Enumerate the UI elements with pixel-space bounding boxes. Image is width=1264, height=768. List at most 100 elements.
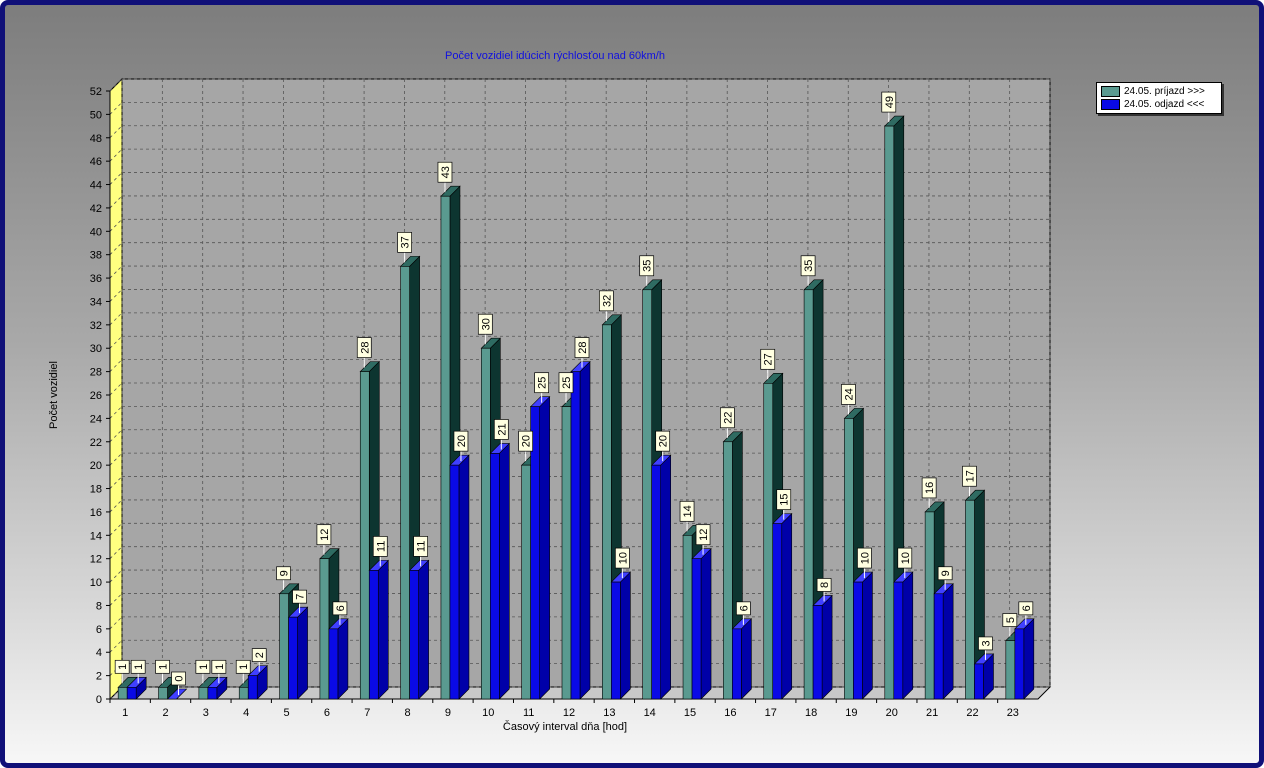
data-label-value: 9 <box>279 570 291 576</box>
data-label-value: 5 <box>1005 617 1017 623</box>
bar-side <box>418 559 429 700</box>
bar-departure <box>126 687 137 700</box>
x-tick-label: 1 <box>122 707 128 719</box>
data-label-value: 30 <box>480 318 492 330</box>
bar-departure <box>288 616 298 700</box>
bar-arrival <box>481 347 491 700</box>
bar-departure <box>651 464 661 700</box>
grid-depth-line <box>109 593 123 606</box>
data-label-value: 24 <box>843 388 855 400</box>
data-label-value: 10 <box>617 552 629 564</box>
data-label-value: 11 <box>375 541 387 552</box>
data-label-box <box>679 500 695 522</box>
chart-svg: 0246810121416182022242628303234363840424… <box>90 77 1052 719</box>
data-label-box <box>251 648 267 662</box>
bar-arrival <box>561 406 572 700</box>
legend-label-departure: 24.05. odjazd <<< <box>1124 99 1205 111</box>
y-tick-label: 18 <box>90 484 102 496</box>
y-tick-label: 48 <box>90 133 102 145</box>
data-label-box <box>897 547 913 569</box>
grid-depth-line <box>109 219 123 232</box>
grid-depth-line <box>109 616 123 630</box>
x-tick-label: 14 <box>644 707 656 719</box>
bar-arrival <box>1005 640 1016 700</box>
y-tick-label: 6 <box>96 624 102 636</box>
data-label-box <box>276 566 291 581</box>
y-tick-label: 36 <box>90 273 102 285</box>
data-label-box <box>978 636 993 651</box>
y-tick-label: 22 <box>90 437 102 449</box>
bar-departure <box>530 406 540 700</box>
y-tick-label: 2 <box>96 671 102 683</box>
grid-depth-line <box>109 265 123 279</box>
bar-side <box>781 512 793 700</box>
legend-item-arrival: 24.05. príjazd >>> <box>1101 86 1205 98</box>
data-label-value: 1 <box>214 664 226 670</box>
data-label-value: 28 <box>577 341 589 353</box>
legend-item-departure: 24.05. odjazd <<< <box>1101 99 1204 111</box>
grid-depth-line <box>109 569 123 583</box>
x-tick-label: 7 <box>364 707 370 719</box>
bar-departure <box>207 687 218 700</box>
x-tick-label: 17 <box>765 707 777 719</box>
bar-side <box>741 618 752 700</box>
data-label-value: 20 <box>658 435 670 447</box>
data-label-box <box>937 566 953 581</box>
bar-side <box>902 571 914 700</box>
legend: 24.05. príjazd >>> 24.05. odjazd <<< <box>1096 82 1222 114</box>
y-tick-label: 20 <box>90 460 102 472</box>
data-label-value: 35 <box>642 260 654 272</box>
data-label-box <box>235 659 251 674</box>
data-label-box <box>881 91 897 113</box>
bar-side <box>539 395 550 700</box>
data-label-value: 20 <box>456 435 468 447</box>
bar-side <box>942 583 954 700</box>
bar-departure <box>570 371 581 700</box>
y-tick-label: 12 <box>90 554 102 566</box>
data-label-value: 10 <box>900 552 912 564</box>
data-label-box <box>816 578 832 592</box>
data-label-value: 25 <box>537 377 549 389</box>
x-tick-label: 16 <box>724 707 736 719</box>
bar-arrival <box>803 289 814 700</box>
bar-departure <box>772 523 783 700</box>
data-label-box <box>720 407 735 429</box>
data-label-value: 15 <box>779 493 791 505</box>
y-tick-label: 14 <box>90 530 102 542</box>
bar-departure <box>247 675 258 700</box>
bar-arrival <box>602 324 612 700</box>
data-label-value: 9 <box>940 570 952 576</box>
data-label-box <box>316 524 332 546</box>
y-tick-label: 32 <box>90 320 102 332</box>
x-tick-label: 5 <box>284 707 290 719</box>
data-label-box <box>1002 613 1018 627</box>
y-tick-label: 30 <box>90 343 102 355</box>
bar-arrival <box>440 195 451 700</box>
x-tick-label: 21 <box>926 707 938 719</box>
grid-depth-line <box>109 406 123 419</box>
bar-departure <box>974 663 984 700</box>
data-label-value: 14 <box>682 505 694 517</box>
grid-depth-line <box>109 195 123 209</box>
x-axis-label: Časový interval dňa [hod] <box>502 721 628 733</box>
data-label-box <box>195 659 211 674</box>
y-tick-label: 16 <box>90 507 102 519</box>
bar-side <box>337 618 349 700</box>
bar-side <box>862 571 873 700</box>
x-tick-label: 11 <box>523 707 534 719</box>
bar-departure <box>449 464 460 700</box>
y-tick-label: 50 <box>90 109 102 121</box>
data-label-value: 6 <box>738 605 750 611</box>
data-label-box <box>292 589 307 604</box>
data-label-box <box>574 337 590 358</box>
grid-depth-line <box>109 429 123 443</box>
data-label-value: 20 <box>521 435 533 447</box>
bar-side <box>620 571 631 700</box>
data-label-box <box>598 290 614 312</box>
data-label-box <box>857 547 872 569</box>
bar-side <box>499 442 510 700</box>
data-label-box <box>397 232 412 253</box>
x-tick-label: 3 <box>203 707 209 719</box>
bar-side <box>660 454 671 700</box>
